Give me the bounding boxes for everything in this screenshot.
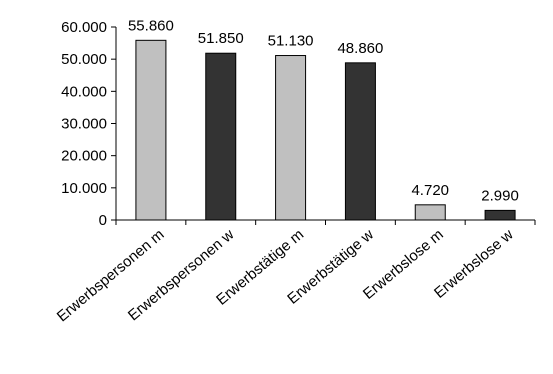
bars [135,39,516,221]
data-label-1: 55.860 [128,17,174,34]
data-label-3: 51.130 [268,33,314,50]
bar-2 [205,52,237,221]
data-label-4: 48.860 [337,40,383,57]
data-label-2: 51.850 [198,30,244,47]
y-tick-label: 60.000 [61,19,107,36]
y-tick-label: 0 [99,212,107,229]
bar-4 [344,62,376,221]
bar-3 [275,55,307,221]
data-label-5: 4.720 [411,182,449,199]
y-tick-label: 30.000 [61,116,107,133]
data-label-6: 2.990 [481,187,519,204]
y-tick-label: 40.000 [61,83,107,100]
bar-1 [135,39,167,221]
y-tick-label: 50.000 [61,51,107,68]
y-axis: 0 10.000 20.000 30.000 40.000 50.000 60.000 [61,19,117,229]
bar-6 [484,209,516,221]
data-labels: 55.860 51.850 51.130 48.860 4.720 2.990 [128,17,519,204]
y-tick-label: 10.000 [61,180,107,197]
y-tick-label: 20.000 [61,148,107,165]
bar-5 [414,204,446,221]
